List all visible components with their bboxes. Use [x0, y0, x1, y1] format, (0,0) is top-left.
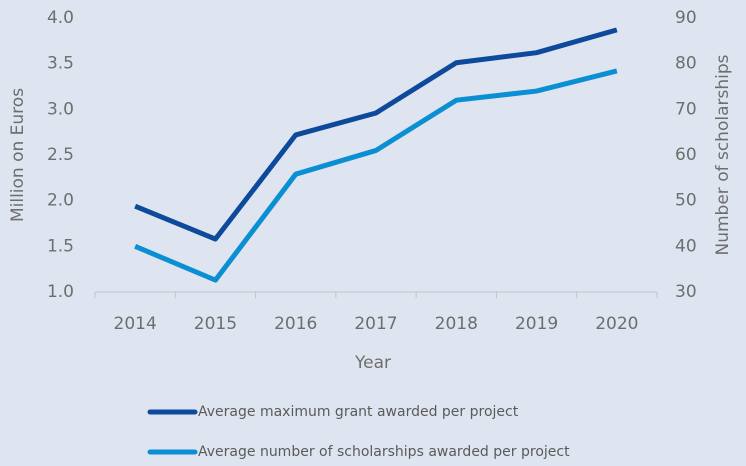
y2-tick-label: 60 [675, 145, 697, 165]
legend-label: Average number of scholarships awarded p… [198, 444, 570, 460]
y2-tick-label: 90 [675, 8, 697, 28]
x-axis-label: Year [354, 353, 391, 373]
y-tick-label: 3.0 [47, 99, 74, 119]
y-tick-label: 1.0 [47, 282, 74, 302]
y2-tick-label: 40 [675, 236, 697, 256]
y-tick-label: 1.5 [47, 236, 74, 256]
x-tick-label: 2015 [194, 314, 237, 334]
x-tick-label: 2019 [515, 314, 558, 334]
legend-label: Average maximum grant awarded per projec… [198, 404, 519, 420]
y2-axis-label: Number of scholarships [713, 54, 733, 255]
x-tick-label: 2020 [595, 314, 638, 334]
x-tick-label: 2018 [435, 314, 478, 334]
y-tick-label: 2.0 [47, 191, 74, 211]
y-axis-label: Million on Euros [8, 88, 28, 222]
y-tick-label: 2.5 [47, 145, 74, 165]
y-tick-label: 3.5 [47, 54, 74, 74]
x-tick-label: 2016 [274, 314, 317, 334]
y2-tick-label: 30 [675, 282, 697, 302]
y2-tick-label: 80 [675, 54, 697, 74]
series-line [134, 68, 618, 283]
y-tick-label: 4.0 [47, 8, 74, 28]
x-tick-label: 2017 [354, 314, 397, 334]
y2-tick-label: 70 [675, 99, 697, 119]
x-tick-label: 2014 [114, 314, 157, 334]
series-line [134, 27, 618, 242]
y2-tick-label: 50 [675, 191, 697, 211]
